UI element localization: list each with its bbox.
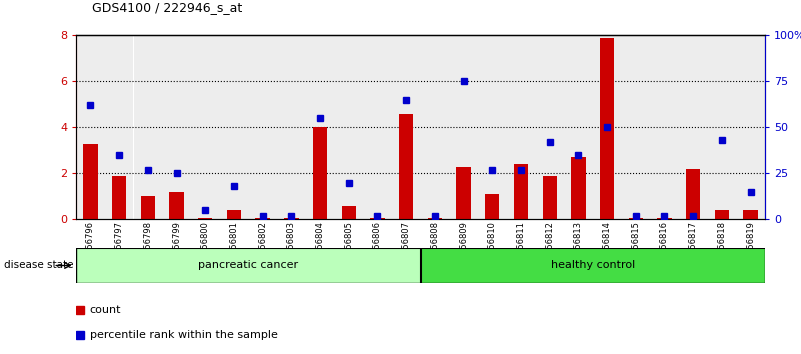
Bar bbox=[535, 35, 564, 219]
Bar bbox=[421, 35, 449, 219]
Bar bbox=[277, 35, 306, 219]
Bar bbox=[650, 35, 678, 219]
Bar bbox=[141, 196, 155, 219]
Bar bbox=[506, 35, 535, 219]
Bar bbox=[105, 35, 134, 219]
Bar bbox=[313, 127, 328, 219]
Text: count: count bbox=[90, 305, 122, 315]
Bar bbox=[428, 218, 442, 219]
Bar bbox=[457, 166, 471, 219]
Bar bbox=[513, 164, 528, 219]
Bar bbox=[736, 35, 765, 219]
Bar bbox=[622, 35, 650, 219]
Bar bbox=[76, 35, 105, 219]
Bar bbox=[478, 35, 506, 219]
Text: disease state: disease state bbox=[4, 261, 74, 270]
Bar bbox=[399, 114, 413, 219]
Bar bbox=[564, 35, 593, 219]
Bar bbox=[686, 169, 700, 219]
Bar bbox=[76, 248, 421, 283]
Bar bbox=[593, 35, 622, 219]
Bar bbox=[169, 192, 183, 219]
Bar bbox=[678, 35, 707, 219]
Bar bbox=[334, 35, 363, 219]
Bar bbox=[370, 218, 384, 219]
Bar bbox=[363, 35, 392, 219]
Bar bbox=[162, 35, 191, 219]
Bar bbox=[112, 176, 127, 219]
Bar bbox=[248, 35, 277, 219]
Bar bbox=[219, 35, 248, 219]
Bar bbox=[341, 206, 356, 219]
Text: GDS4100 / 222946_s_at: GDS4100 / 222946_s_at bbox=[92, 1, 243, 14]
Bar bbox=[571, 157, 586, 219]
Bar bbox=[707, 35, 736, 219]
Bar bbox=[227, 210, 241, 219]
Bar bbox=[658, 218, 672, 219]
Bar bbox=[714, 210, 729, 219]
Bar bbox=[600, 38, 614, 219]
Bar bbox=[83, 143, 98, 219]
Text: percentile rank within the sample: percentile rank within the sample bbox=[90, 330, 278, 339]
Bar bbox=[256, 218, 270, 219]
Text: healthy control: healthy control bbox=[550, 261, 635, 270]
Bar bbox=[542, 176, 557, 219]
Bar bbox=[198, 218, 212, 219]
Bar bbox=[134, 35, 162, 219]
Bar bbox=[449, 35, 478, 219]
Bar bbox=[306, 35, 334, 219]
Bar bbox=[284, 218, 299, 219]
Bar bbox=[743, 210, 758, 219]
Text: pancreatic cancer: pancreatic cancer bbox=[198, 261, 298, 270]
Bar bbox=[392, 35, 421, 219]
Bar bbox=[485, 194, 500, 219]
Bar bbox=[629, 218, 643, 219]
Bar bbox=[421, 248, 765, 283]
Bar bbox=[191, 35, 219, 219]
